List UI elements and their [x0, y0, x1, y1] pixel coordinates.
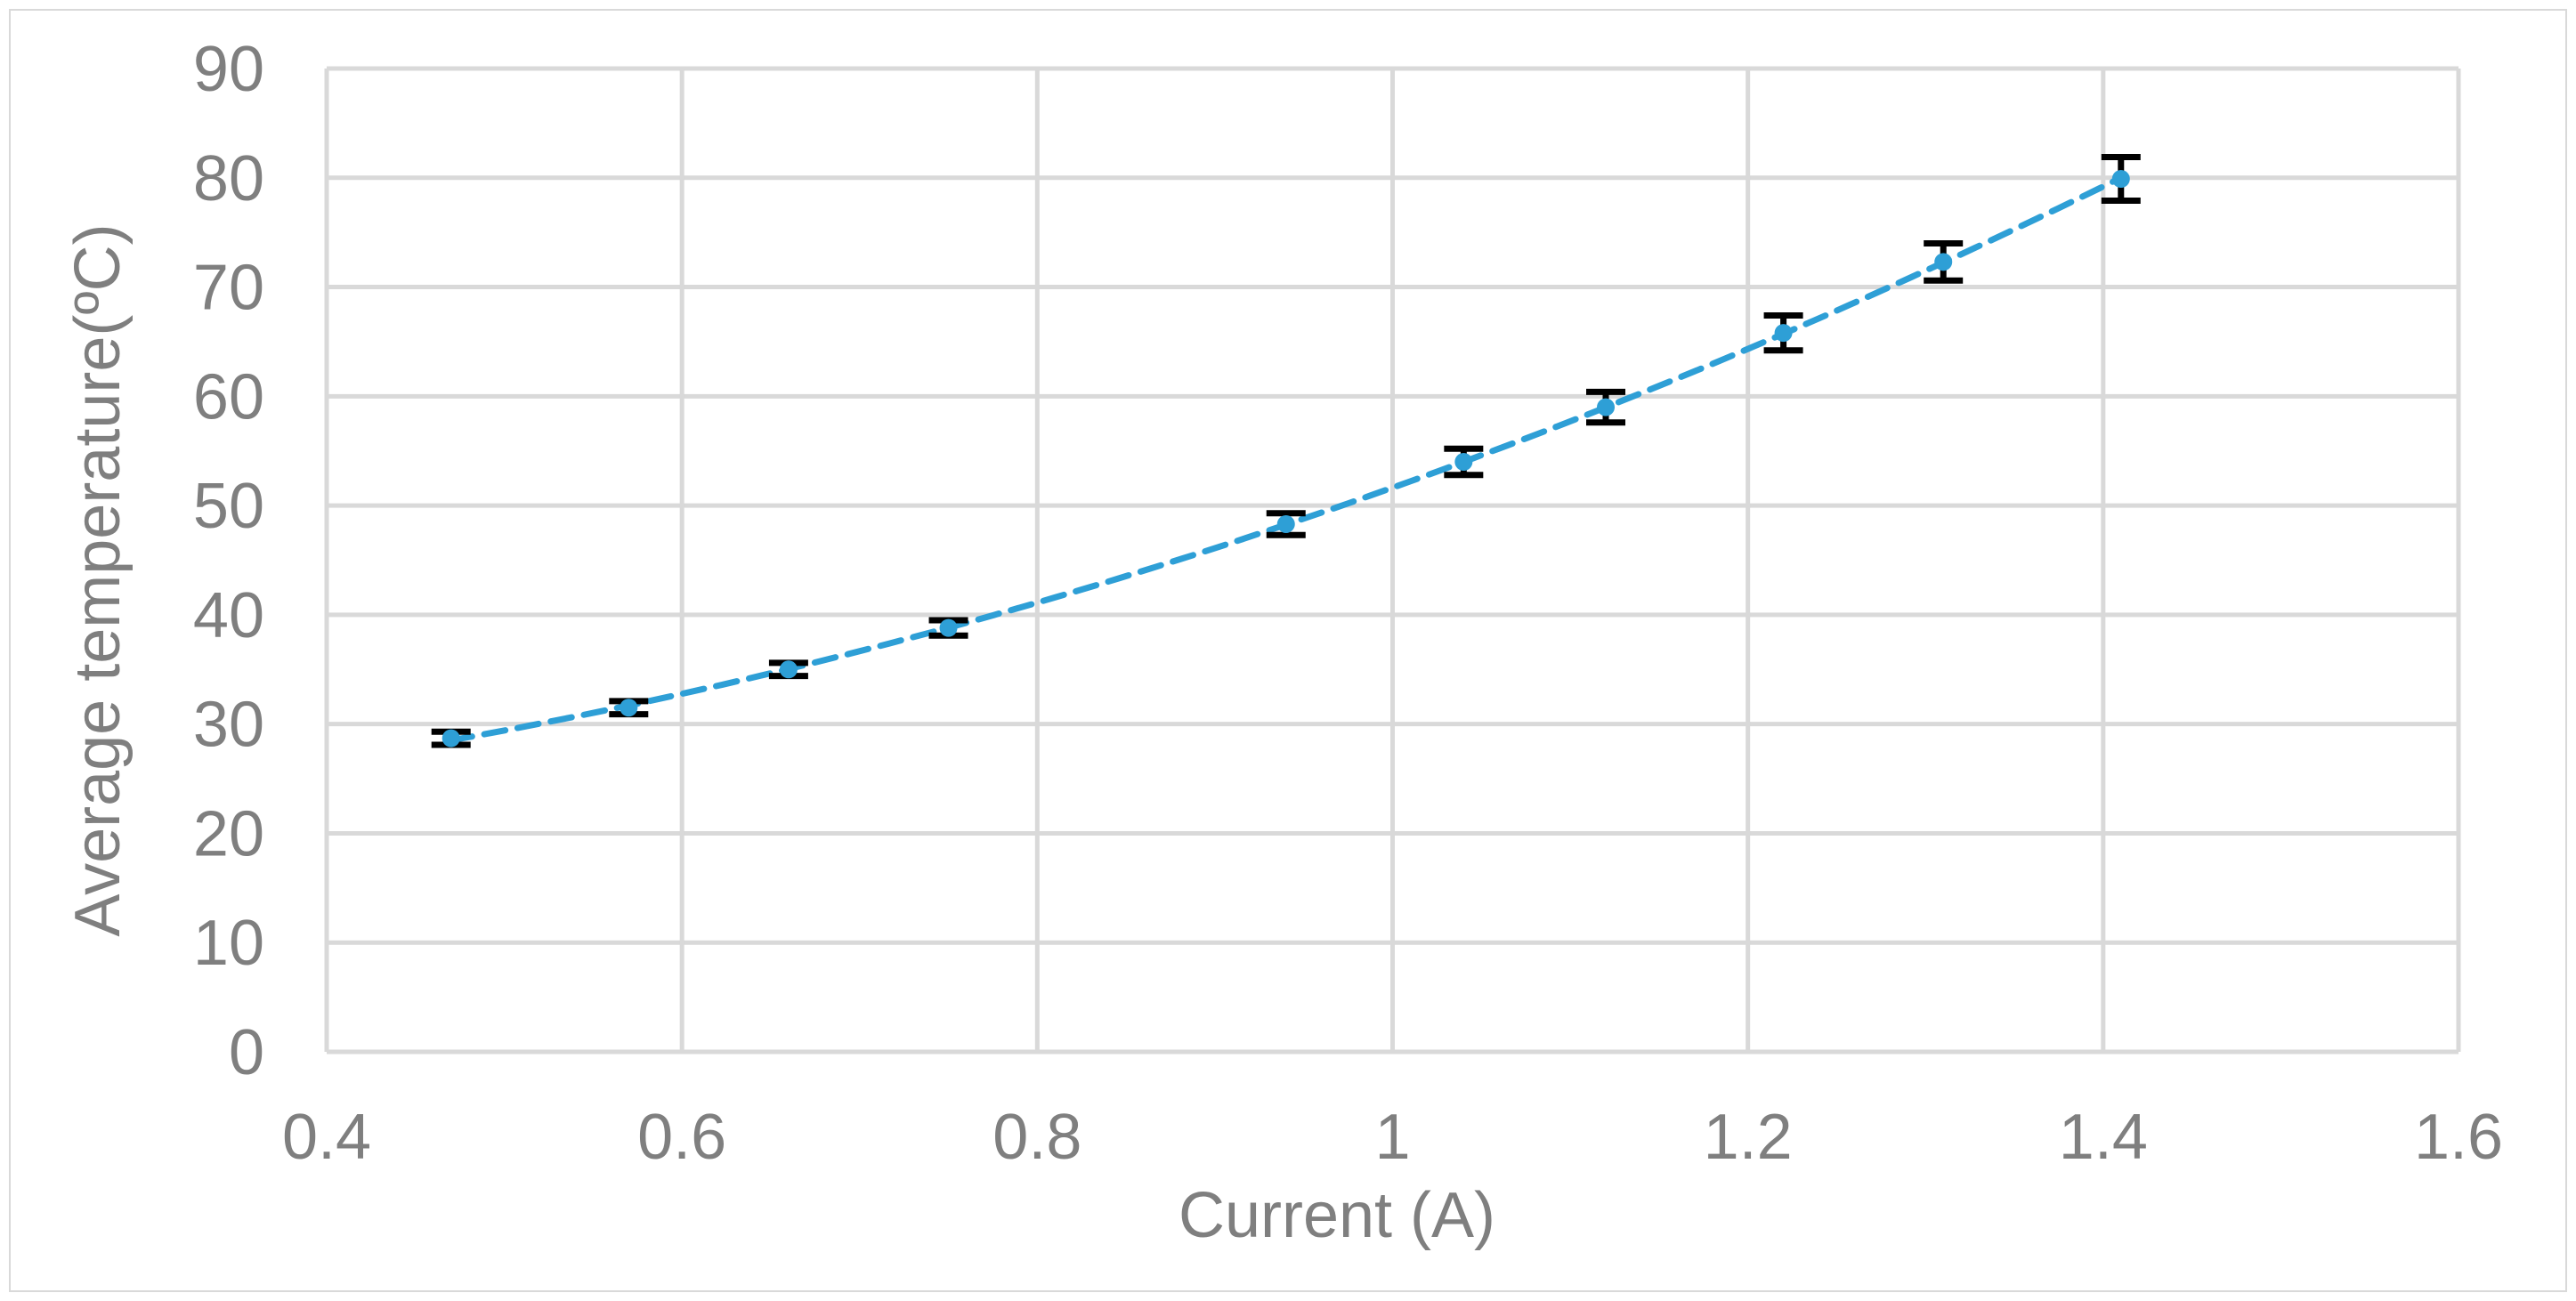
y-tick-label: 70: [193, 253, 264, 324]
data-point: [1597, 398, 1615, 416]
trendline: [448, 174, 2125, 744]
y-tick-label: 10: [193, 908, 264, 979]
x-axis-title: Current (A): [1179, 1180, 1495, 1251]
x-axis-ticks: 0.4 0.6 0.8 1 1.2 1.4 1.6: [282, 1102, 2503, 1173]
data-point: [2111, 170, 2130, 189]
y-tick-label: 30: [193, 690, 264, 761]
data-point: [1934, 253, 1953, 271]
y-axis-ticks: 0 10 20 30 40 50 60 70 80 90: [193, 34, 264, 1088]
error-bars: [431, 153, 2141, 748]
chart-area: 0.4 0.6 0.8 1 1.2 1.4 1.6 0 10 20 30 40 50 60 70 80 90 …: [9, 9, 2567, 1292]
y-axis-title: Average temperature(ºC): [62, 223, 134, 936]
data-point: [939, 618, 958, 637]
x-tick-label: 1.4: [2059, 1102, 2148, 1173]
x-tick-label: 1: [1374, 1102, 1410, 1173]
data-point: [779, 660, 798, 679]
y-tick-label: 60: [193, 361, 264, 432]
y-tick-label: 80: [193, 143, 264, 214]
x-tick-label: 0.4: [282, 1102, 371, 1173]
trendline-layer: [448, 174, 2125, 744]
x-tick-label: 0.8: [992, 1102, 1081, 1173]
gridlines: [324, 66, 2461, 1055]
x-tick-label: 1.6: [2414, 1102, 2503, 1173]
data-point: [441, 729, 460, 747]
data-point: [1454, 453, 1473, 471]
y-tick-label: 90: [193, 34, 264, 105]
scatter-chart: 0.4 0.6 0.8 1 1.2 1.4 1.6 0102030405060708090 …: [62, 34, 2503, 1251]
y-tick-label: 0: [229, 1017, 264, 1088]
data-points: [441, 170, 2130, 747]
y-tick-label: 20: [193, 798, 264, 869]
y-tick-label: 40: [193, 580, 264, 651]
data-point: [620, 699, 638, 717]
data-point: [1774, 324, 1793, 343]
x-tick-label: 0.6: [637, 1102, 726, 1173]
y-tick-label: 50: [193, 471, 264, 542]
x-tick-label: 1.2: [1704, 1102, 1793, 1173]
data-point: [1276, 514, 1295, 533]
